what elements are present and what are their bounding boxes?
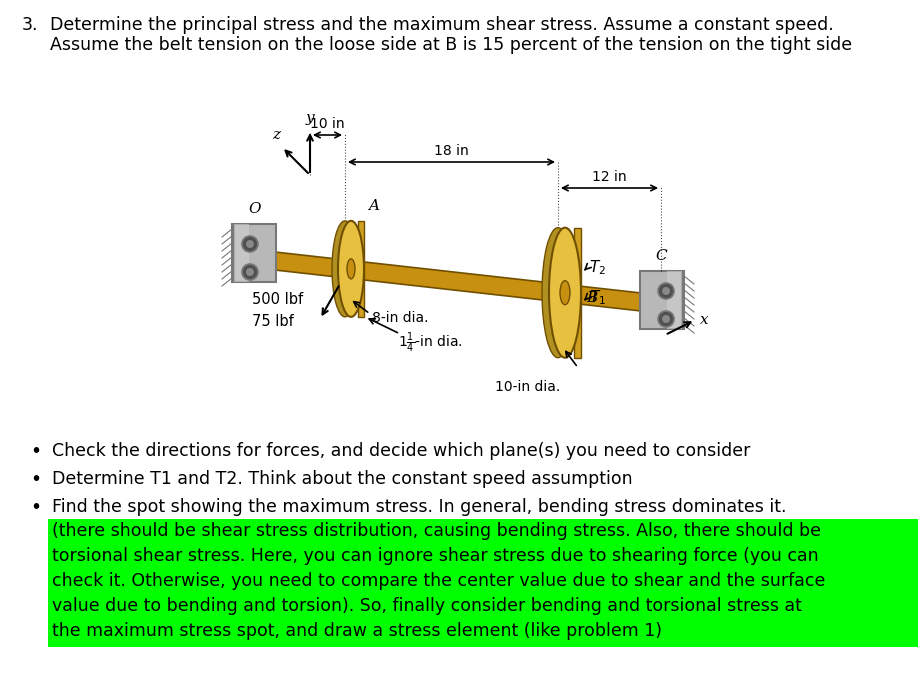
Polygon shape (574, 227, 581, 358)
Polygon shape (358, 221, 364, 317)
Circle shape (658, 311, 674, 327)
Text: z: z (272, 128, 280, 142)
Text: (there should be shear stress distribution, causing bending stress. Also, there : (there should be shear stress distributi… (52, 522, 821, 540)
Circle shape (246, 240, 254, 248)
Text: x: x (700, 313, 709, 327)
Bar (48, 519, 918, 647)
Circle shape (662, 315, 670, 323)
Text: C: C (655, 249, 666, 263)
Text: the maximum stress spot, and draw a stress element (like problem 1): the maximum stress spot, and draw a stre… (52, 622, 662, 640)
Text: 8-in dia.: 8-in dia. (372, 311, 429, 325)
Bar (640, 271, 682, 329)
Ellipse shape (332, 221, 358, 317)
Circle shape (662, 287, 670, 295)
Text: O: O (249, 202, 262, 216)
Ellipse shape (338, 221, 364, 317)
Text: A: A (368, 199, 379, 213)
Text: check it. Otherwise, you need to compare the center value due to shear and the s: check it. Otherwise, you need to compare… (52, 572, 825, 590)
Text: Determine the principal stress and the maximum shear stress. Assume a constant s: Determine the principal stress and the m… (50, 16, 834, 34)
Text: B: B (586, 291, 598, 304)
Text: $1\frac{1}{4}$-in dia.: $1\frac{1}{4}$-in dia. (398, 331, 463, 355)
Bar (234, 224, 276, 282)
Bar (667, 271, 682, 329)
Ellipse shape (560, 281, 570, 304)
Text: Find the spot showing the maximum stress. In general, bending stress dominates i: Find the spot showing the maximum stress… (52, 498, 787, 516)
Text: Check the directions for forces, and decide which plane(s) you need to consider: Check the directions for forces, and dec… (52, 442, 750, 460)
Circle shape (242, 236, 258, 252)
Circle shape (658, 283, 674, 299)
Ellipse shape (542, 227, 574, 358)
Text: torsional shear stress. Here, you can ignore shear stress due to shearing force : torsional shear stress. Here, you can ig… (52, 547, 819, 565)
Text: •: • (30, 442, 41, 461)
Ellipse shape (347, 259, 355, 279)
Text: 3.: 3. (22, 16, 39, 34)
Bar (234, 224, 249, 282)
Text: 500 lbf: 500 lbf (252, 292, 303, 307)
Circle shape (242, 264, 258, 280)
Text: $T_1$: $T_1$ (589, 288, 606, 307)
Text: •: • (30, 498, 41, 517)
Text: $T_2$: $T_2$ (589, 259, 606, 277)
Polygon shape (248, 249, 668, 314)
Text: 12 in: 12 in (592, 170, 627, 184)
Text: 10-in dia.: 10-in dia. (496, 380, 561, 394)
Text: 18 in: 18 in (434, 144, 469, 158)
Text: y: y (306, 111, 314, 125)
Text: 75 lbf: 75 lbf (252, 314, 294, 329)
Text: 10 in: 10 in (310, 117, 345, 131)
Ellipse shape (549, 227, 581, 358)
Circle shape (246, 268, 254, 276)
Text: Determine T1 and T2. Think about the constant speed assumption: Determine T1 and T2. Think about the con… (52, 470, 633, 488)
Text: Assume the belt tension on the loose side at B is 15 percent of the tension on t: Assume the belt tension on the loose sid… (50, 36, 852, 54)
Text: value due to bending and torsion). So, finally consider bending and torsional st: value due to bending and torsion). So, f… (52, 597, 802, 615)
Text: •: • (30, 470, 41, 489)
